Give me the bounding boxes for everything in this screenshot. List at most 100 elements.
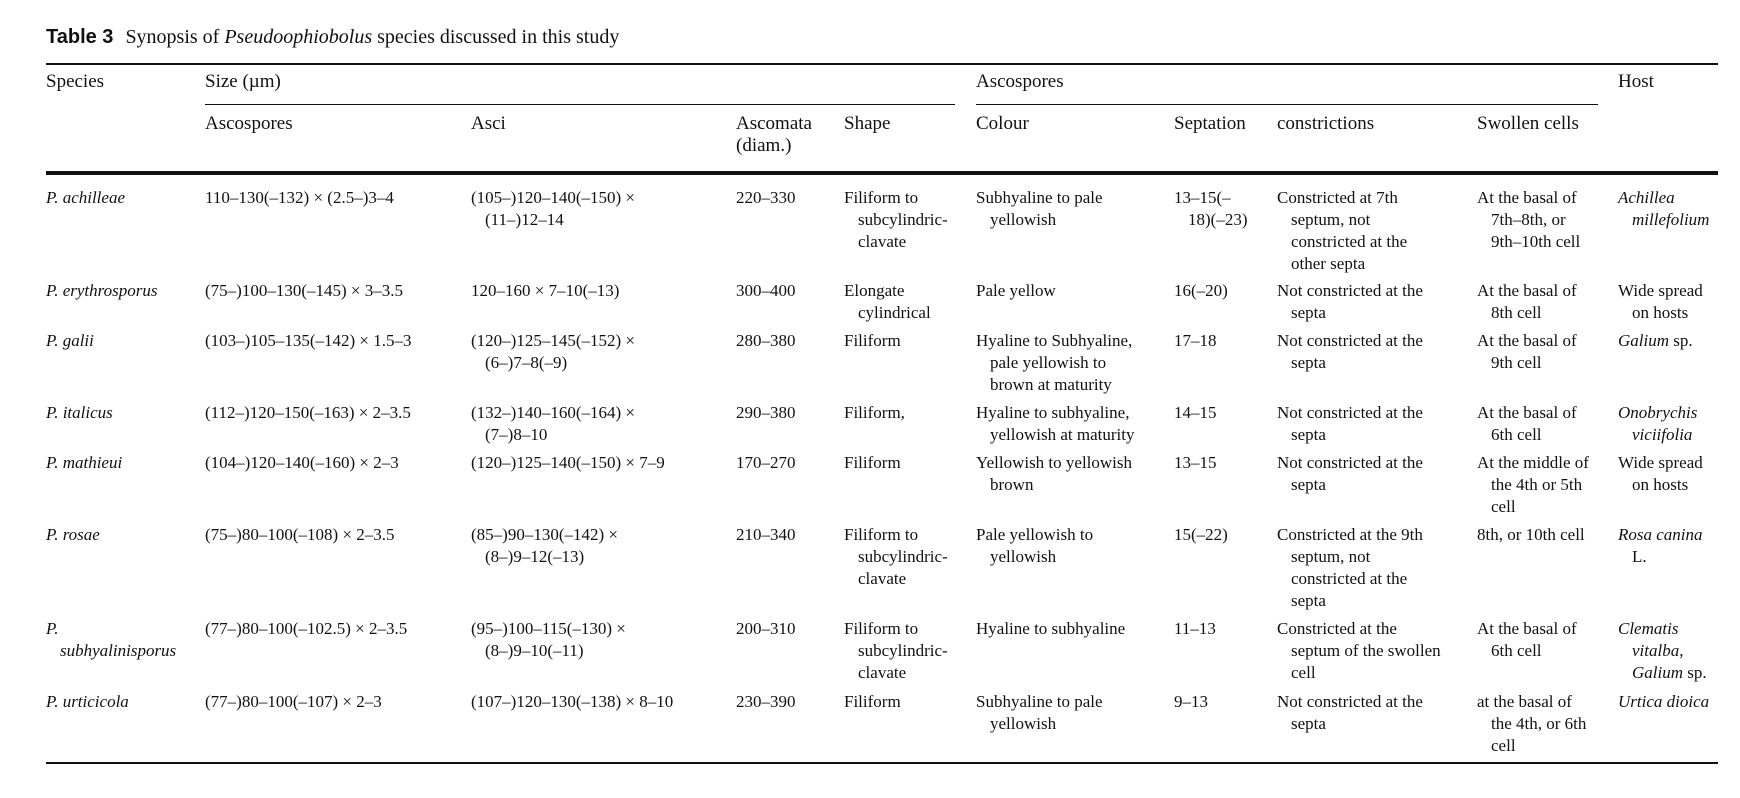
cell-host-line: viciifolia [1632, 425, 1693, 444]
cell-swollen: At the basal of 6th cell [1477, 402, 1577, 446]
cell-host: Onobrychis viciifolia [1618, 402, 1697, 446]
cell-host-line: Wide spread [1618, 281, 1703, 300]
cell-swollen: At the basal of 6th cell [1477, 618, 1577, 662]
cell-constrictions-line: constricted at the [1291, 232, 1408, 251]
cell-colour: Pale yellowish to yellowish [976, 524, 1093, 568]
cell-constrictions-line: septum, not [1291, 547, 1371, 566]
cell-asci: (132–)140–160(–164) × (7–)8–10 [471, 402, 635, 446]
cell-host: Clematis vitalba, Galium sp. [1618, 618, 1707, 684]
cell-ascomata: 280–380 [736, 330, 796, 352]
header-ascomata-line2: (diam.) [736, 135, 792, 156]
cell-host-line: Rosa canina [1618, 525, 1703, 544]
cell-host: Rosa canina L. [1618, 524, 1703, 568]
cell-swollen-line: 8th, or 10th cell [1477, 525, 1585, 544]
cell-constrictions-line: Not constricted at the [1277, 331, 1423, 350]
cell-ascomata: 300–400 [736, 280, 796, 302]
cell-colour-line: brown at maturity [990, 375, 1112, 394]
header-constrictions: constrictions [1277, 113, 1375, 134]
cell-septation-line: 15(–22) [1174, 525, 1228, 544]
header-bottom-rule [46, 171, 1718, 175]
cell-asci-line: (6–)7–8(–9) [485, 353, 568, 372]
cell-asci: (120–)125–145(–152) × (6–)7–8(–9) [471, 330, 635, 374]
cell-ascomata-line: 280–380 [736, 331, 796, 350]
size-group-rule [205, 104, 955, 105]
cell-colour: Hyaline to Subhyaline, pale yellowish to b… [976, 330, 1132, 396]
cell-shape: Filiform [844, 330, 901, 352]
cell-shape: Filiform to subcylindric-clavate [844, 618, 948, 684]
cell-constrictions-line: septum of the swollen [1291, 641, 1441, 660]
cell-colour: Subhyaline to pale yellowish [976, 187, 1103, 231]
cell-swollen-line: At the basal of [1477, 331, 1577, 350]
cell-colour: Hyaline to subhyaline [976, 618, 1125, 640]
cell-swollen-line: cell [1491, 736, 1516, 755]
cell-septation-line: 11–13 [1174, 619, 1216, 638]
cell-asci-line: (7–)8–10 [485, 425, 548, 444]
cell-asci: (107–)120–130(–138) × 8–10 [471, 691, 673, 713]
cell-constrictions: Constricted at 7th septum, not constricted… [1277, 187, 1407, 275]
cell-shape-line: Filiform to [844, 619, 919, 638]
header-ascomata: Ascomata (diam.) [736, 113, 812, 157]
cell-constrictions: Constricted at the septum of the swollen c… [1277, 618, 1441, 684]
cell-ascospores-line: (77–)80–100(–102.5) × 2–3.5 [205, 619, 408, 638]
cell-host-line: Clematis [1618, 619, 1679, 638]
cell-species: P. subhyalinisporus [46, 618, 176, 662]
cell-shape: Filiform to subcylindric-clavate [844, 187, 948, 253]
cell-species-line: P. galii [46, 331, 94, 350]
cell-ascospores-line: (75–)80–100(–108) × 2–3.5 [205, 525, 395, 544]
cell-colour-line: yellowish at maturity [990, 425, 1135, 444]
cell-shape-line: cylindrical [858, 303, 931, 322]
cell-swollen-line: 9th cell [1491, 353, 1542, 372]
header-species: Species [46, 71, 105, 92]
cell-constrictions-line: cell [1291, 663, 1316, 682]
cell-swollen-line: 7th–8th, or [1491, 210, 1566, 229]
cell-colour-line: yellowish [990, 210, 1057, 229]
cell-species-line: P. [46, 619, 59, 638]
cell-host-line: on hosts [1632, 475, 1689, 494]
cell-colour: Hyaline to subhyaline, yellowish at matur… [976, 402, 1134, 446]
cell-species: P. galii [46, 330, 94, 352]
cell-swollen-line: 6th cell [1491, 425, 1542, 444]
cell-swollen-line: cell [1491, 497, 1516, 516]
cell-ascomata-line: 220–330 [736, 188, 796, 207]
cell-swollen-line: 9th–10th cell [1491, 232, 1581, 251]
cell-ascomata: 170–270 [736, 452, 796, 474]
cell-species: P. urticicola [46, 691, 129, 713]
header-size-group: Size (µm) [205, 71, 281, 92]
ascospores-group-rule [976, 104, 1598, 105]
cell-septation: 13–15 [1174, 452, 1217, 474]
cell-host: Wide spread on hosts [1618, 452, 1703, 496]
cell-swollen-line: at the basal of [1477, 692, 1572, 711]
cell-colour-line: Subhyaline to pale [976, 188, 1103, 207]
cell-species: P. mathieui [46, 452, 122, 474]
cell-colour-line: Pale yellow [976, 281, 1056, 300]
cell-colour-line: Pale yellowish to [976, 525, 1094, 544]
cell-host-line: on hosts [1632, 303, 1689, 322]
cell-constrictions-line: septa [1291, 353, 1326, 372]
cell-colour-line: Hyaline to subhyaline, [976, 403, 1130, 422]
cell-colour-line: Subhyaline to pale [976, 692, 1103, 711]
cell-septation-line: 13–15(– [1174, 188, 1231, 207]
cell-constrictions-line: Constricted at the 9th [1277, 525, 1423, 544]
cell-constrictions-line: septum, not [1291, 210, 1371, 229]
cell-constrictions-line: septa [1291, 303, 1326, 322]
cell-species-line: subhyalinisporus [60, 641, 177, 660]
cell-species-line: P. urticicola [46, 692, 129, 711]
cell-ascospores-line: 110–130(–132) × (2.5–)3–4 [205, 188, 394, 207]
header-colour: Colour [976, 113, 1029, 134]
cell-constrictions-line: septa [1291, 425, 1326, 444]
cell-ascomata: 200–310 [736, 618, 796, 640]
cell-colour: Pale yellow [976, 280, 1056, 302]
cell-ascospores-line: (112–)120–150(–163) × 2–3.5 [205, 403, 411, 422]
cell-asci: (120–)125–140(–150) × 7–9 [471, 452, 665, 474]
cell-asci: 120–160 × 7–10(–13) [471, 280, 619, 302]
cell-shape-line: Elongate [844, 281, 905, 300]
cell-swollen-line: At the basal of [1477, 403, 1577, 422]
cell-asci-line: (120–)125–140(–150) × 7–9 [471, 453, 665, 472]
header-swollen-cells: Swollen cells [1477, 113, 1579, 134]
cell-host-line: Galium sp. [1632, 663, 1707, 682]
cell-swollen-line: the 4th, or 6th [1491, 714, 1587, 733]
cell-ascospores: (112–)120–150(–163) × 2–3.5 [205, 402, 411, 424]
cell-constrictions-line: Not constricted at the [1277, 453, 1423, 472]
cell-swollen: 8th, or 10th cell [1477, 524, 1585, 546]
cell-ascomata-line: 170–270 [736, 453, 796, 472]
